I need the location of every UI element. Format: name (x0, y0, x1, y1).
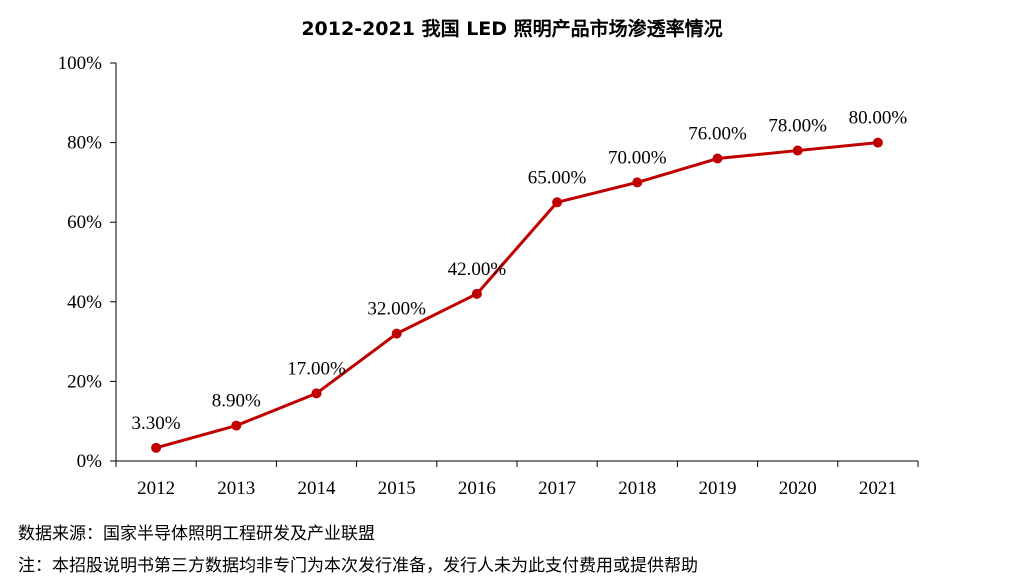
data-point (471, 288, 482, 299)
data-point (151, 442, 162, 453)
x-tick-label: 2012 (137, 478, 175, 499)
data-label: 70.00% (608, 147, 667, 168)
data-point (231, 420, 242, 431)
x-tick-label: 2019 (699, 478, 737, 499)
data-point (872, 137, 883, 148)
y-tick-label: 20% (67, 371, 102, 392)
y-tick-label: 0% (77, 451, 103, 472)
y-axis-ticks: 0% 20% 40% 60% 80% 100% (58, 53, 116, 472)
x-tick-label: 2018 (618, 478, 656, 499)
data-point (391, 328, 402, 339)
disclaimer-note: 注：本招股说明书第三方数据均非专门为本次发行准备，发行人未为此支付费用或提供帮助 (18, 556, 698, 576)
chart-title: 2012-2021 我国 LED 照明产品市场渗透率情况 (301, 18, 723, 40)
x-tick-label: 2015 (378, 478, 416, 499)
x-tick-label: 2016 (458, 478, 496, 499)
data-point (712, 153, 723, 164)
data-label: 80.00% (849, 108, 908, 129)
y-tick-label: 40% (67, 292, 102, 313)
y-tick-label: 60% (67, 212, 102, 233)
line-chart: 0%20%40%60%80%100% 2012 2013 2014 2015 2016 2… (58, 53, 919, 499)
data-label: 65.00% (528, 167, 587, 188)
data-point (552, 197, 563, 208)
series-line (155, 141, 879, 450)
y-tick-label: 80% (67, 133, 102, 154)
data-point (792, 145, 803, 156)
x-tick-label: 2014 (298, 478, 337, 499)
data-label: 17.00% (287, 358, 346, 379)
data-point (632, 177, 643, 188)
data-label: 3.30% (132, 413, 181, 434)
data-label: 76.00% (688, 124, 747, 145)
data-label: 78.00% (768, 116, 827, 137)
x-tick-label: 2017 (538, 478, 576, 499)
data-points (151, 137, 883, 453)
x-tick-label: 2020 (779, 478, 817, 499)
x-tick-label: 2021 (859, 478, 897, 499)
data-labels: 3.30% 8.90% 17.00% 32.00% 42.00% 65.00% 70.00%… (132, 108, 908, 434)
x-tick-label: 2013 (217, 478, 255, 499)
source-note: 数据来源：国家半导体照明工程研发及产业联盟 (18, 524, 375, 544)
data-label: 42.00% (448, 259, 507, 280)
data-label: 8.90% (212, 391, 261, 412)
y-tick-label: 100% (58, 53, 103, 74)
data-point (311, 388, 322, 399)
x-axis-ticks: 2012 2013 2014 2015 2016 2017 2018 2019 2020 2021 (115, 461, 919, 499)
data-label: 32.00% (367, 299, 426, 320)
series-line-path (155, 141, 879, 450)
